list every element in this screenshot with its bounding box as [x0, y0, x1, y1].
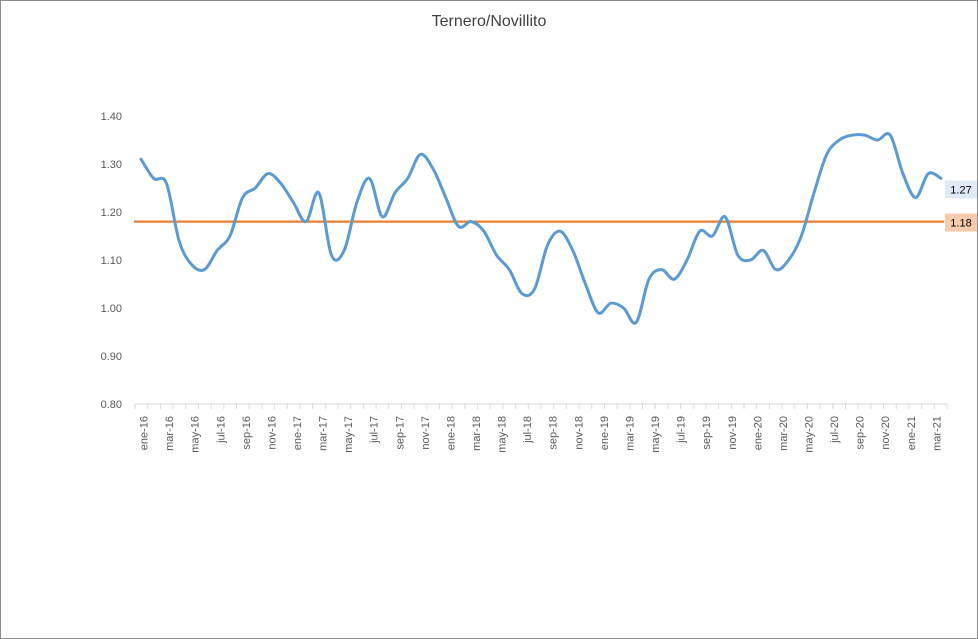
series-end-label: 1.27 [950, 184, 971, 196]
x-tick-label: jul-20 [829, 416, 841, 444]
x-tick-label: ene-21 [906, 416, 918, 450]
y-tick-label: 1.00 [101, 303, 122, 315]
x-tick-label: ene-19 [599, 416, 611, 450]
x-tick-label: sep-19 [701, 416, 713, 450]
x-tick-label: ene-18 [445, 416, 457, 450]
x-tick-label: ene-20 [752, 416, 764, 450]
x-tick-label: ene-16 [139, 416, 151, 450]
x-tick-label: nov-20 [880, 416, 892, 450]
y-tick-label: 1.40 [101, 111, 122, 123]
x-tick-label: sep-16 [241, 416, 253, 450]
series-end-label-box [945, 180, 977, 199]
x-tick-label: jul-19 [676, 416, 688, 444]
x-tick-label: mar-16 [164, 416, 176, 451]
average-end-label-box [945, 213, 977, 232]
x-tick-label: nov-18 [573, 416, 585, 450]
x-tick-label: sep-18 [548, 416, 560, 450]
y-tick-label: 0.80 [101, 399, 122, 411]
x-tick-label: jul-16 [215, 416, 227, 444]
y-tick-label: 1.20 [101, 207, 122, 219]
x-tick-label: mar-21 [931, 416, 943, 451]
series-line [139, 132, 943, 325]
x-tick-label: mar-19 [624, 416, 636, 451]
x-tick-label: may-18 [497, 416, 509, 453]
x-tick-label: nov-16 [266, 416, 278, 450]
x-tick-label: sep-20 [855, 416, 867, 450]
x-tick-label: may-20 [803, 416, 815, 453]
x-tick-label: mar-18 [471, 416, 483, 451]
x-tick-label: mar-17 [318, 416, 330, 451]
x-tick-label: may-16 [190, 416, 202, 453]
chart-title: Ternero/Novillito [431, 13, 547, 30]
x-tick-label: ene-17 [292, 416, 304, 450]
y-tick-label: 1.30 [101, 159, 122, 171]
x-tick-label: may-17 [343, 416, 355, 453]
y-tick-label: 1.10 [101, 255, 122, 267]
x-tick-label: nov-19 [727, 416, 739, 450]
average-end-label: 1.18 [950, 218, 971, 230]
x-tick-label: may-19 [650, 416, 662, 453]
x-tick-label: sep-17 [394, 416, 406, 450]
x-tick-label: nov-17 [420, 416, 432, 450]
x-tick-label: mar-20 [778, 416, 790, 451]
x-tick-label: jul-18 [522, 416, 534, 444]
x-tick-label: jul-17 [369, 416, 381, 444]
y-tick-label: 0.90 [101, 351, 122, 363]
